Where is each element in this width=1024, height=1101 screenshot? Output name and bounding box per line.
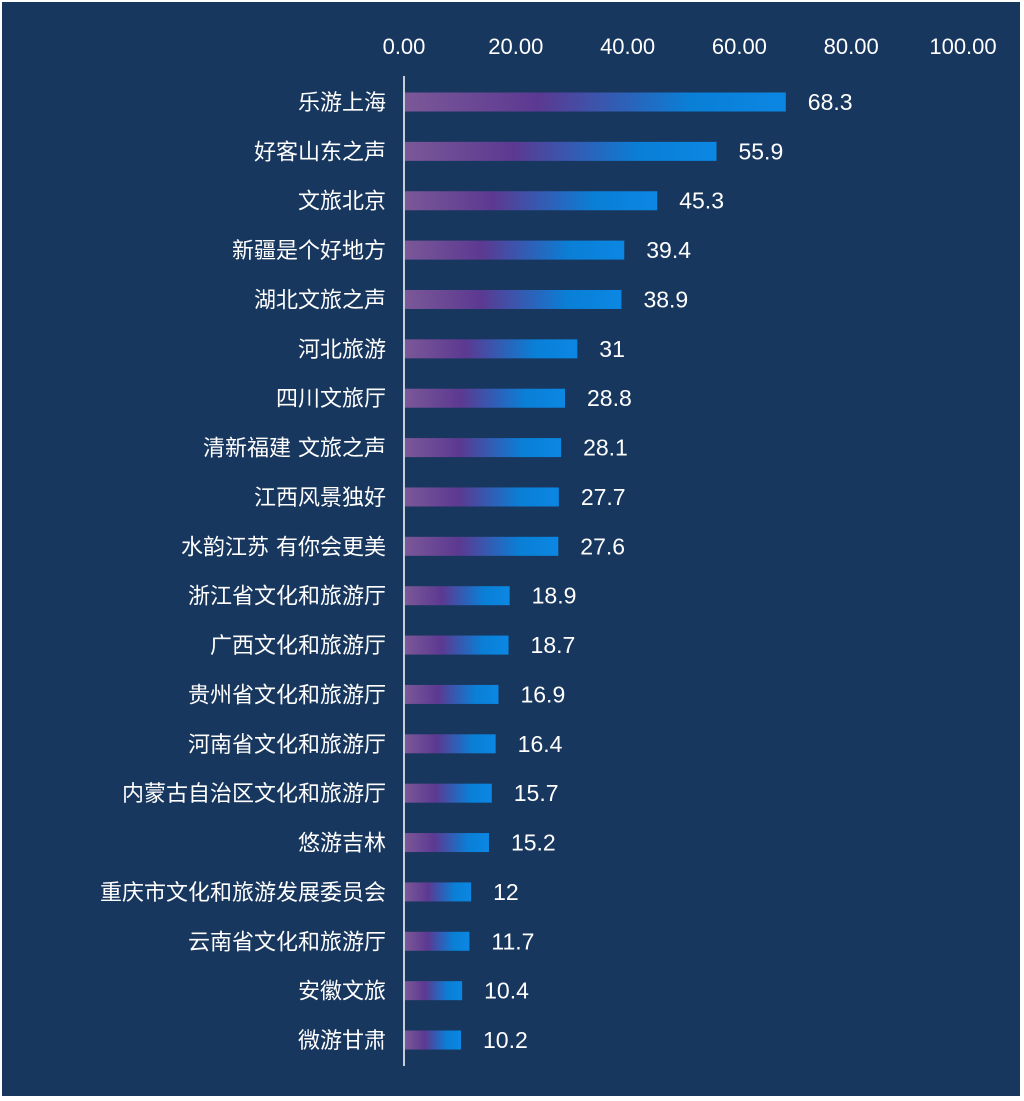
bars [405, 92, 786, 1050]
category-label: 河北旅游 [298, 338, 386, 363]
bar [405, 141, 717, 161]
category-label: 云南省文化和旅游厅 [188, 930, 386, 955]
category-label: 清新福建 文旅之声 [203, 437, 386, 462]
category-label: 江西风景独好 [254, 486, 386, 511]
category-label: 乐游上海 [298, 91, 386, 116]
bar [405, 92, 786, 112]
bar [405, 438, 562, 458]
x-axis-tick-labels: 0.00 20.00 40.00 60.00 80.00 100.00 [383, 34, 997, 59]
bar [405, 339, 578, 359]
category-label: 贵州省文化和旅游厅 [188, 683, 386, 708]
value-label: 10.2 [483, 1027, 528, 1053]
category-label: 新疆是个好地方 [232, 239, 386, 264]
value-label: 15.7 [514, 780, 559, 806]
category-label: 好客山东之声 [254, 140, 386, 165]
bar [405, 388, 565, 408]
category-label: 内蒙古自治区文化和旅游厅 [122, 782, 386, 807]
value-label: 45.3 [679, 188, 724, 214]
category-label: 广西文化和旅游厅 [210, 634, 386, 659]
x-tick-label: 20.00 [488, 34, 543, 59]
bar [405, 635, 509, 655]
bar [405, 882, 472, 902]
x-tick-label: 60.00 [712, 34, 767, 59]
value-label: 27.6 [580, 533, 625, 559]
value-label: 28.8 [587, 385, 632, 411]
value-label: 38.9 [643, 286, 688, 312]
value-label: 15.2 [511, 830, 556, 856]
bar [405, 240, 625, 260]
value-label: 16.4 [518, 731, 563, 757]
value-label: 18.7 [531, 632, 576, 658]
x-tick-label: 0.00 [383, 34, 426, 59]
value-label: 31 [599, 336, 625, 362]
category-label: 重庆市文化和旅游发展委员会 [100, 881, 386, 906]
bar [405, 487, 559, 507]
category-label: 安徽文旅 [298, 980, 386, 1005]
value-labels: 68.355.945.339.438.93128.828.127.727.618… [483, 89, 853, 1053]
bar [405, 191, 658, 211]
bar [405, 981, 463, 1001]
value-label: 28.1 [583, 435, 628, 461]
value-label: 39.4 [646, 237, 691, 263]
category-label: 浙江省文化和旅游厅 [188, 585, 386, 610]
x-tick-label: 80.00 [824, 34, 879, 59]
category-label: 湖北文旅之声 [254, 288, 386, 313]
value-label: 68.3 [808, 89, 853, 115]
value-label: 18.9 [532, 583, 577, 609]
category-label: 水韵江苏 有你会更美 [181, 535, 386, 560]
bar [405, 931, 470, 951]
category-label: 河南省文化和旅游厅 [188, 733, 386, 758]
bar [405, 833, 489, 853]
bar [405, 1030, 462, 1050]
category-label: 文旅北京 [298, 190, 386, 215]
bar [405, 684, 499, 704]
value-label: 55.9 [738, 138, 783, 164]
bar [405, 289, 622, 309]
bar [405, 734, 496, 754]
value-label: 27.7 [581, 484, 626, 510]
x-tick-label: 100.00 [929, 34, 996, 59]
value-label: 12 [493, 879, 519, 905]
bar [405, 536, 559, 556]
value-label: 16.9 [520, 681, 565, 707]
value-label: 11.7 [491, 928, 534, 954]
bar [405, 783, 492, 803]
bar [405, 586, 510, 606]
category-label: 四川文旅厅 [276, 387, 386, 412]
x-tick-label: 40.00 [600, 34, 655, 59]
category-labels: 乐游上海好客山东之声文旅北京新疆是个好地方湖北文旅之声河北旅游四川文旅厅清新福建… [100, 91, 386, 1054]
value-label: 10.4 [484, 978, 529, 1004]
category-label: 悠游吉林 [298, 832, 386, 857]
category-label: 微游甘肃 [298, 1029, 386, 1054]
